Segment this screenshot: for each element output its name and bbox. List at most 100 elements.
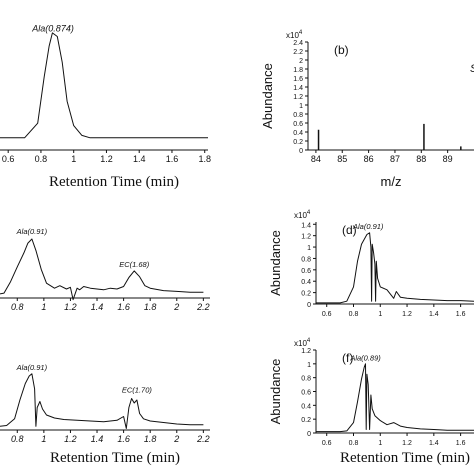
panel-e: 0.8 1 1.2 1.4 1.6 1.8 2 2.2 Retention Time (min)… [0,363,210,466]
x-tick-label: 1.8 [144,434,157,444]
y-tick-label: 1 [307,362,311,369]
y-multiplier: x104 [294,338,311,348]
x-tick-label: 89 [443,154,453,164]
x-tick-label: 0.8 [349,311,359,318]
panel-a: 0.6 0.8 1 1.2 1.4 1.6 1.8 Retention Time (min) A… [0,24,211,190]
x-tick-label: 1.6 [456,311,466,318]
y-tick-label: 0.4 [293,130,303,137]
y-tick-label: 1.2 [301,348,311,355]
y-tick-label: 1.4 [301,222,311,229]
x-tick-label: 2 [173,302,179,312]
x-axis-title: Retention Time (min) [340,450,470,466]
chromatogram-trace [0,32,208,139]
y-tick-label: 0 [307,431,311,438]
x-tick-label: 1 [41,302,46,312]
x-tick-label: 1.8 [198,154,211,164]
y-multiplier: x104 [294,210,311,220]
y-tick-label: 1.6 [293,76,303,83]
x-tick-label: 1.8 [144,302,157,312]
panel-label: (b) [334,43,349,57]
panel-b: 84 85 86 87 88 89 0 0.2 0.4 0.6 0.8 1 1.2 1.4 1.6 1.8 2 2… [260,30,474,189]
panel-label: (f) [342,351,353,365]
x-tick-label: 88 [416,154,426,164]
x-tick-label: 1.4 [133,154,146,164]
peak-annotation: Ala(0.91) [352,222,384,231]
y-axis-title: Abundance [268,230,283,296]
peak-annotation: Ala(0.874) [31,24,74,34]
x-tick-label: 1.4 [429,311,439,318]
y-tick-label: 0 [307,302,311,309]
x-tick-label: 1.4 [429,440,439,447]
x-tick-label: 0.8 [349,440,359,447]
panel-f: 0.6 0.8 1 1.2 1.4 1.600.20.40.60.811.2x104Abu… [268,338,474,466]
y-tick-label: 1.2 [301,234,311,241]
x-tick-label: 1.6 [117,434,130,444]
x-tick-label: 1.2 [64,434,77,444]
x-tick-label: 1 [41,434,46,444]
chromatogram-trace [0,238,204,301]
y-tick-label: 0.2 [301,417,311,424]
peak-annotation: Ala(0.89) [349,353,381,362]
x-tick-label: 87 [390,154,400,164]
y-tick-label: 0.4 [301,403,311,410]
y-axis-title: Abundance [268,359,283,425]
x-tick-label: 1.6 [117,302,130,312]
x-axis-title: m/z [381,174,402,189]
x-tick-label: 1 [378,440,382,447]
x-tick-label: 1.2 [64,302,77,312]
x-tick-label: 2.2 [196,302,210,312]
y-multiplier: x104 [286,30,303,40]
x-tick-label: 1.2 [402,311,412,318]
chromatogram-trace [0,373,204,429]
x-tick-label: 1 [378,311,382,318]
x-tick-label: 1.2 [100,154,113,164]
peak-annotation: EC(1.68) [119,260,150,269]
panel-d: 0.6 0.8 1 1.2 1.4 1.6 0 0.2 0.4 0.6 0.8 1 1.2 1.4 x104… [268,210,474,318]
y-tick-label: 1.2 [293,94,303,101]
x-axis-title: Retention Time (min) [50,450,180,466]
y-tick-label: 0.2 [301,291,311,298]
x-axis-title: Retention Time (min) [49,174,179,190]
y-tick-label: 0 [299,148,303,155]
y-tick-label: 0.8 [293,112,303,119]
y-tick-label: 1 [299,103,303,110]
y-tick-label: 1.4 [293,85,303,92]
panel-label: (d) [342,223,357,237]
x-tick-label: 1.6 [166,154,179,164]
y-axis-title: Abundance [260,63,275,129]
panel-c: 0.8 1 1.2 1.4 1.6 1.8 2 2.2 Ala(0.91) EC(1.68) [0,227,210,312]
peak-annotation: Ala(0.91) [16,227,48,236]
x-tick-label: 0.8 [11,434,24,444]
x-tick-label: 1.4 [91,302,104,312]
x-tick-label: 1.6 [456,440,466,447]
y-tick-label: 0.8 [301,256,311,263]
y-tick-label: 0.8 [301,376,311,383]
x-tick-label: 84 [311,154,321,164]
x-tick-label: 0.6 [322,440,332,447]
x-tick-label: 2.2 [196,434,210,444]
side-text: S [470,63,474,75]
y-tick-label: 1.8 [293,67,303,74]
x-tick-label: 0.8 [11,302,24,312]
chromatogram-trace [316,363,474,433]
y-tick-label: 0.4 [301,279,311,286]
x-tick-label: 0.6 [2,154,15,164]
y-tick-label: 2.4 [293,40,303,47]
x-tick-label: 85 [337,154,347,164]
y-tick-label: 2 [299,58,303,65]
x-tick-label: 0.6 [322,311,332,318]
y-tick-label: 0.6 [293,121,303,128]
x-tick-label: 1.4 [91,434,104,444]
peak-annotation: Ala(0.91) [16,363,48,372]
x-tick-label: 0.8 [35,154,48,164]
y-tick-label: 0.6 [301,390,311,397]
x-tick-label: 1 [71,154,76,164]
peak-annotation: EC(1.70) [122,386,153,395]
y-tick-label: 1 [307,245,311,252]
x-tick-label: 2 [173,434,179,444]
y-tick-label: 0.6 [301,268,311,275]
y-tick-label: 0.2 [293,139,303,146]
x-tick-label: 1.2 [402,440,412,447]
x-tick-label: 86 [364,154,374,164]
